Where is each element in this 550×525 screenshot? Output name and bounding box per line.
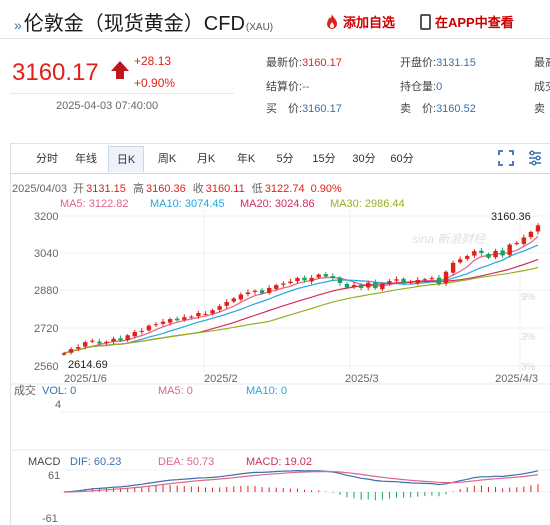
stat-sell2: 卖: [534, 103, 545, 115]
instrument-name: 伦敦金（现货黄金）CFD: [23, 13, 245, 35]
quote-datetime: 2025-04-03 07:40:00: [56, 100, 159, 112]
tab-8[interactable]: 30分: [352, 153, 376, 165]
tab-5[interactable]: 年K: [236, 153, 256, 165]
price-change: +28.13: [134, 54, 172, 68]
tab-1[interactable]: 年线: [75, 153, 97, 165]
stat-settle: 结算价:--: [266, 81, 310, 93]
stat-sell: 卖 价:3160.52: [400, 103, 476, 115]
tab-3[interactable]: 周K: [157, 153, 177, 165]
price-change-percent: +0.90%: [134, 76, 176, 90]
stat-buy: 买 价:3160.17: [266, 103, 342, 115]
breadcrumb-arrows[interactable]: »: [14, 17, 22, 33]
stat-open: 开盘价:3131.15: [400, 57, 476, 69]
current-price: 3160.17: [12, 59, 99, 86]
fullscreen-icon[interactable]: [498, 150, 514, 166]
stat-high: 最高: [534, 57, 550, 69]
add-favorite-button[interactable]: 添加自选: [325, 12, 395, 31]
chart-panel: [10, 143, 550, 525]
stat-latest: 最新价:3160.17: [266, 57, 342, 69]
tab-4[interactable]: 月K: [196, 153, 216, 165]
tab-0[interactable]: 分时: [36, 153, 58, 165]
view-in-app-label: 在APP中查看: [435, 15, 514, 30]
add-favorite-label: 添加自选: [343, 15, 396, 30]
up-arrow-icon: [111, 61, 129, 79]
settings-icon[interactable]: [527, 150, 543, 166]
flame-icon: [327, 13, 337, 29]
phone-icon: [420, 13, 431, 30]
price-divider: [10, 93, 234, 94]
page-header: » 伦敦金（现货黄金）CFD(XAU) 添加自选 在APP中查看: [0, 0, 550, 40]
view-in-app-button[interactable]: 在APP中查看: [420, 12, 514, 31]
instrument-code: (XAU): [245, 22, 274, 33]
header-divider: [0, 38, 550, 39]
stat-deal: 成交: [534, 81, 550, 93]
tab-6[interactable]: 5分: [276, 153, 294, 165]
instrument-title: » 伦敦金（现货黄金）CFD(XAU): [14, 7, 273, 36]
tab-7[interactable]: 15分: [312, 153, 336, 165]
tabs-divider: [10, 173, 550, 174]
tab-9[interactable]: 60分: [390, 153, 414, 165]
period-tabs: 分时 年线 日K 周K 月K 年K 5分 15分 30分 60分: [10, 146, 550, 174]
tab-2[interactable]: 日K: [108, 146, 144, 172]
stat-position: 持仓量:0: [400, 81, 443, 93]
